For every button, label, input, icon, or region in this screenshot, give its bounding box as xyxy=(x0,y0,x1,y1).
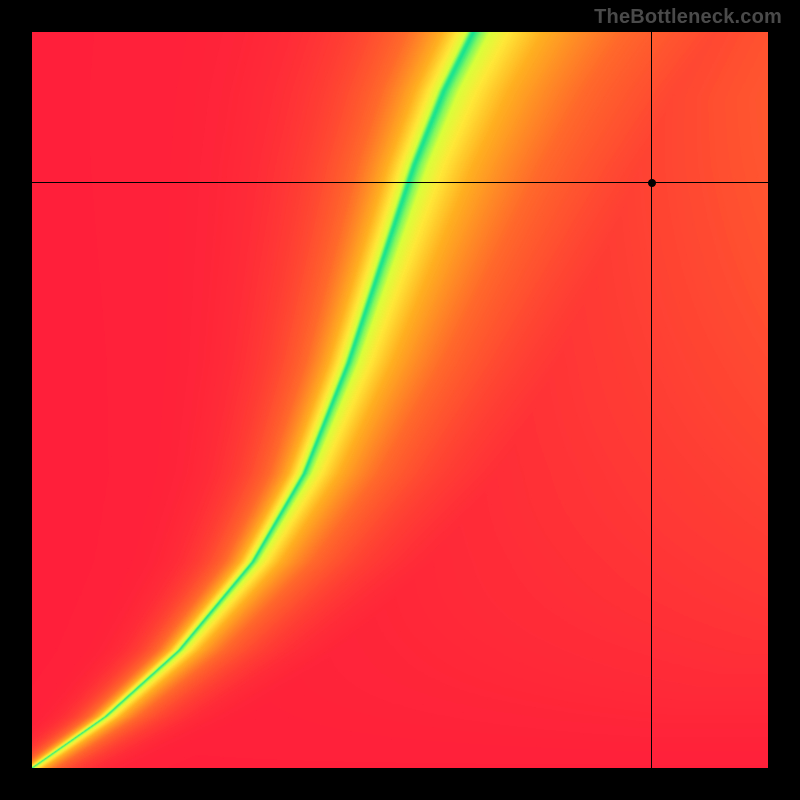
heatmap-plot xyxy=(32,32,768,768)
crosshair-vertical xyxy=(651,32,652,768)
crosshair-marker xyxy=(648,179,656,187)
heatmap-canvas xyxy=(32,32,768,768)
watermark-text: TheBottleneck.com xyxy=(594,6,782,29)
crosshair-horizontal xyxy=(32,182,768,183)
